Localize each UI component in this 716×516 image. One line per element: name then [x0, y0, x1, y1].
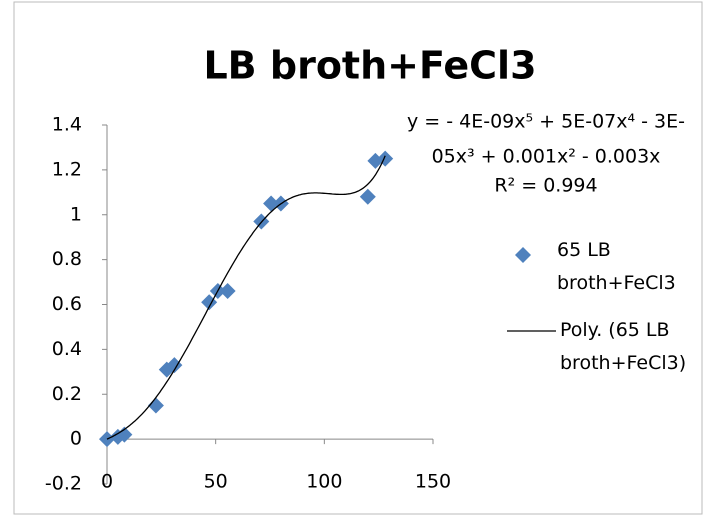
- data-point: [377, 150, 394, 167]
- data-point: [99, 431, 115, 448]
- y-tick-label: 0.6: [52, 293, 82, 315]
- y-tick-label: 0.2: [52, 383, 82, 405]
- legend-trendline-label: Poly. (65 LB broth+FeCl3): [560, 319, 687, 374]
- legend-marker: [515, 247, 531, 263]
- chart-border: [13, 1, 703, 515]
- x-tick-label: 0: [101, 471, 113, 493]
- x-tick-label: 50: [204, 471, 228, 493]
- y-tick-label: -0.2: [45, 473, 82, 495]
- x-tick-label: 150: [415, 471, 451, 493]
- data-point: [219, 283, 236, 300]
- y-tick-label: 0.8: [52, 248, 82, 270]
- y-tick-label: 1: [70, 203, 82, 225]
- y-tick-label: 0.4: [52, 338, 82, 360]
- data-point: [116, 426, 133, 443]
- x-tick-label: 100: [306, 471, 342, 493]
- data-point: [359, 188, 376, 205]
- legend-series-label: 65 LB broth+FeCl3: [557, 239, 676, 294]
- y-tick-label: 1.4: [52, 114, 82, 136]
- y-tick-label: 1.2: [52, 158, 82, 180]
- trendline-equation: y = - 4E-09x⁵ + 5E-07x⁴ - 3E-: [407, 111, 685, 133]
- trendline-equation: 05x³ + 0.001x² - 0.003x: [432, 146, 661, 168]
- data-point: [147, 397, 164, 414]
- y-tick-label: 0: [70, 428, 82, 450]
- trendline: [106, 155, 386, 440]
- trendline-equation: R² = 0.994: [494, 175, 597, 197]
- data-point: [166, 357, 183, 374]
- chart-title: LB broth+FeCl3: [203, 44, 536, 88]
